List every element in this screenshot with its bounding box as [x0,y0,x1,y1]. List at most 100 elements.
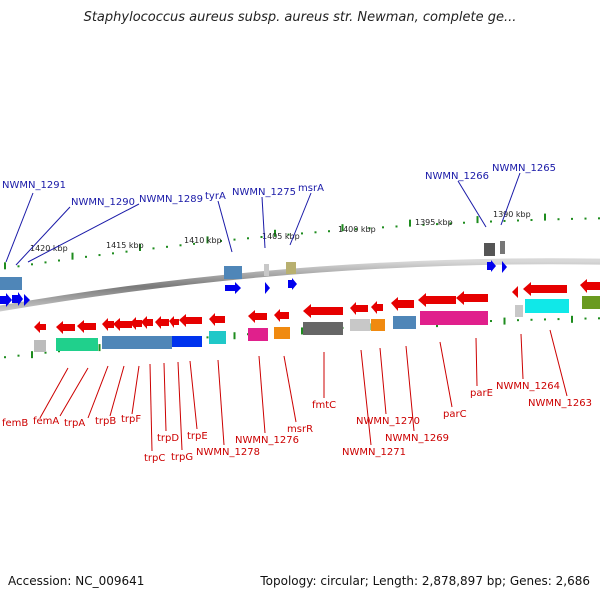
scale-tick [517,319,519,322]
scale-tick [341,224,344,232]
gene-label-nwmn_1264[interactable]: NWMN_1264 [496,381,560,392]
feature-block [102,336,172,349]
gene-label-fmtc[interactable]: fmtC [312,400,336,411]
scale-tick [571,315,573,323]
scale-tick [530,219,533,222]
gene-label-msra[interactable]: msrA [298,183,324,194]
scale-tick [260,236,263,239]
scale-tick [422,223,425,226]
forward-features [0,241,507,307]
reverse-arrow [391,297,414,311]
gene-label-tyra[interactable]: tyrA [205,191,226,202]
scale-label: 1410 kbp [184,236,222,245]
scale-tick [449,222,452,225]
scale-label: 1405 kbp [262,232,300,241]
gene-label-nwmn_1276[interactable]: NWMN_1276 [235,435,299,446]
feature-block [303,322,343,335]
gene-label-femb[interactable]: femB [2,418,28,429]
scale-tick [71,252,74,260]
gene-label-trpb[interactable]: trpB [95,416,116,427]
gene-label-nwmn_1271[interactable]: NWMN_1271 [342,447,406,458]
reverse-arrow [580,279,600,293]
scale-tick [544,318,546,321]
gene-label-msrr[interactable]: msrR [287,424,313,435]
forward-arrow [288,278,297,290]
scale-tick [125,250,128,253]
gene-labels: NWMN_1291 NWMN_1290 NWMN_1289 tyrA NWMN_1275… [2,163,592,464]
feature-block [274,327,290,339]
scale-tick [166,245,168,248]
scale-tick [598,317,600,320]
scale-tick [490,320,492,323]
reverse-arrow [155,316,169,329]
forward-arrow [24,294,30,306]
feature-block [34,340,46,352]
scale-tick [31,351,33,359]
feature-block [172,336,202,347]
gene-label-nwmn_1263[interactable]: NWMN_1263 [528,398,592,409]
scale-label: 1400 kbp [338,225,376,234]
scale-tick [503,317,506,325]
scale-tick [4,356,6,359]
scale-tick [301,232,303,235]
scale-label: 1415 kbp [106,241,144,250]
feature-block [484,243,495,256]
forward-arrow [0,293,12,307]
scale-tick [139,243,141,251]
reverse-arrow [113,318,132,331]
scale-tick [247,237,249,240]
reverse-arrow [456,291,488,305]
scale-tick [436,223,438,226]
reverse-arrow [303,304,343,318]
scale-labels: 1420 kbp 1415 kbp 1410 kbp 1405 kbp 1400 kbp… [30,210,531,253]
gene-label-nwmn_1269[interactable]: NWMN_1269 [385,433,449,444]
gene-label-parc[interactable]: parC [443,409,467,420]
gene-label-trpe[interactable]: trpE [187,431,208,442]
scale-label: 1390 kbp [493,210,531,219]
reverse-arrow [209,313,225,326]
feature-block [420,311,488,325]
gene-label-nwmn_1290[interactable]: NWMN_1290 [71,197,135,208]
gene-label-trpg[interactable]: trpG [171,452,193,463]
scale-tick [584,317,587,320]
scale-tick [98,254,101,257]
feature-block [224,266,242,279]
genome-backbone [0,258,600,312]
forward-arrow [265,282,270,294]
reverse-arrow [141,316,153,329]
scale-tick [4,262,6,270]
feature-block [209,331,226,344]
scale-tick [557,218,560,221]
gene-label-trpd[interactable]: trpD [157,433,179,444]
gene-label-nwmn_1291[interactable]: NWMN_1291 [2,180,66,191]
scale-tick [301,327,303,335]
forward-arrow [487,260,496,272]
gene-label-fema[interactable]: femA [33,416,59,427]
gene-label-nwmn_1266[interactable]: NWMN_1266 [425,171,489,182]
scale-tick [274,229,276,237]
scale-label: 1395 kbp [415,218,453,227]
scale-tick [598,217,600,220]
gene-label-nwmn_1275[interactable]: NWMN_1275 [232,187,296,198]
scale-tick [220,239,222,242]
gene-label-trpf[interactable]: trpF [121,414,141,425]
feature-block [264,264,269,276]
feature-block [371,319,385,331]
forward-arrow [12,292,23,306]
feature-block [515,305,523,317]
scale-tick [382,226,384,229]
gene-label-nwmn_1278[interactable]: NWMN_1278 [196,447,260,458]
scale-tick [98,344,101,352]
gene-label-trpc[interactable]: trpC [144,453,165,464]
scale-tick [463,221,465,224]
feature-block [525,299,569,313]
gene-label-trpa[interactable]: trpA [64,418,85,429]
gene-label-nwmn_1265[interactable]: NWMN_1265 [492,163,556,174]
scale-tick [476,216,479,224]
scale-tick [233,238,236,241]
scale-label: 1420 kbp [30,244,68,253]
gene-label-nwmn_1270[interactable]: NWMN_1270 [356,416,420,427]
gene-label-nwmn_1289[interactable]: NWMN_1289 [139,194,203,205]
gene-label-pare[interactable]: parE [470,388,493,399]
